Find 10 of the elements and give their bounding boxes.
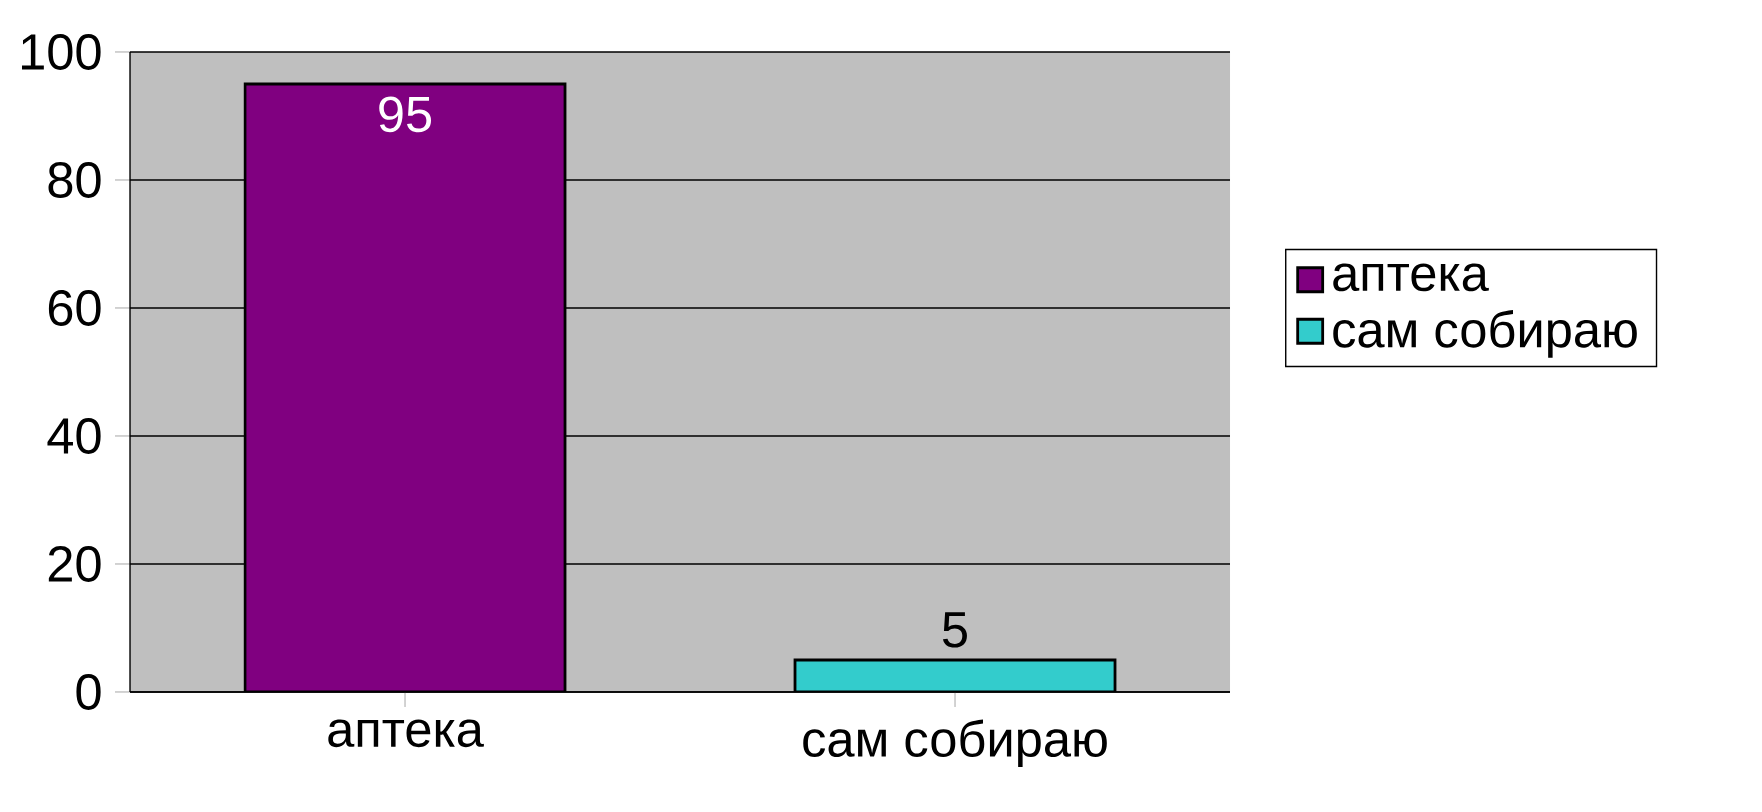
y-tick-label: 80	[48, 162, 101, 198]
y-tick-label: 20	[48, 546, 101, 582]
legend-label: аптека	[1333, 263, 1489, 292]
legend-label: сам собираю	[1333, 310, 1637, 358]
y-tick-label: 40	[47, 418, 101, 454]
data-label: 95	[379, 96, 432, 133]
y-tick-label: 0	[76, 674, 101, 710]
y-tick-label: 60	[48, 290, 101, 326]
y-tick-label: 100	[22, 34, 101, 70]
data-label: 5	[942, 612, 967, 648]
